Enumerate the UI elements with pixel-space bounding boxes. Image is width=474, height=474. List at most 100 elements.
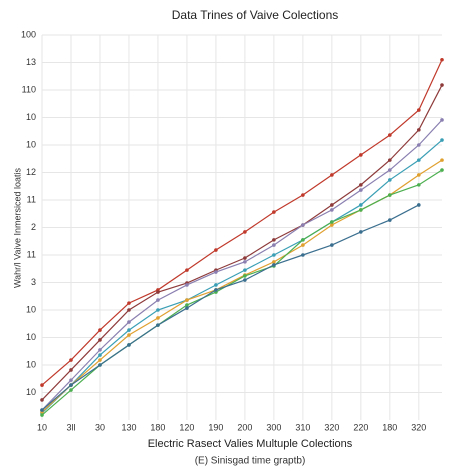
- point: [330, 243, 334, 247]
- point: [127, 343, 131, 347]
- point: [388, 133, 392, 137]
- x-tick-label: 120: [179, 422, 194, 432]
- series-line: [41, 204, 420, 411]
- point: [69, 378, 73, 382]
- point: [440, 168, 444, 172]
- x-tick-label: 180: [382, 422, 397, 432]
- point: [243, 256, 247, 260]
- y-tick-label: 12: [26, 167, 36, 177]
- point: [127, 333, 131, 337]
- point: [417, 158, 421, 162]
- point: [214, 288, 218, 292]
- point: [243, 274, 247, 278]
- y-tick-label: 2: [31, 222, 36, 232]
- point: [388, 218, 392, 222]
- point: [185, 268, 189, 272]
- point: [185, 283, 189, 287]
- point: [40, 413, 44, 417]
- point: [388, 158, 392, 162]
- point: [127, 328, 131, 332]
- y-tick-label: 100: [21, 29, 36, 39]
- point: [272, 260, 276, 264]
- x-tick-label: 10: [37, 422, 47, 432]
- point: [440, 57, 444, 62]
- point: [359, 183, 363, 187]
- y-tick-label: 10: [26, 387, 36, 397]
- point: [388, 178, 392, 182]
- point: [440, 118, 444, 122]
- x-tick-label: 310: [295, 422, 310, 432]
- point: [330, 173, 334, 177]
- series-line: [41, 169, 443, 416]
- x-tick-label: 300: [266, 422, 281, 432]
- point: [272, 263, 276, 267]
- point: [214, 283, 218, 287]
- point: [185, 303, 189, 307]
- point: [301, 193, 305, 197]
- point: [417, 108, 421, 112]
- point: [417, 128, 421, 132]
- point: [272, 210, 276, 214]
- point: [359, 153, 363, 157]
- point: [98, 328, 102, 332]
- caption: (E) Sinisgad time graptb): [195, 456, 306, 467]
- point: [301, 238, 305, 242]
- point: [98, 358, 102, 362]
- point: [127, 308, 131, 312]
- point: [440, 138, 444, 142]
- point: [98, 353, 102, 357]
- point: [301, 253, 305, 257]
- point: [185, 298, 189, 302]
- point: [440, 83, 444, 87]
- x-tick-label: 130: [121, 422, 136, 432]
- y-tick-label: 10: [26, 359, 36, 369]
- point: [69, 358, 73, 362]
- series-line: [41, 159, 443, 413]
- point: [272, 243, 276, 247]
- point: [69, 383, 73, 387]
- series-line: [41, 119, 443, 411]
- point: [417, 183, 421, 187]
- x-tick-label: 320: [324, 422, 339, 432]
- point: [330, 223, 334, 227]
- point: [156, 298, 160, 302]
- y-tick-label: 10: [26, 304, 36, 314]
- y-tick-label: 110: [22, 84, 36, 94]
- point: [214, 248, 218, 252]
- x-tick-label: 220: [353, 422, 368, 432]
- y-tick-label: 10: [26, 332, 36, 342]
- x-tick-label: 320: [411, 422, 426, 432]
- point: [243, 268, 247, 272]
- point: [417, 203, 421, 207]
- x-tick-label: 200: [237, 422, 252, 432]
- point: [69, 368, 73, 372]
- point: [156, 323, 160, 327]
- point: [156, 290, 160, 294]
- point: [98, 348, 102, 352]
- point: [156, 308, 160, 312]
- chart-title: Data Trines of Vaive Colections: [172, 8, 339, 22]
- point: [156, 316, 160, 320]
- y-tick-label: 11: [27, 249, 36, 259]
- point: [243, 278, 247, 282]
- x-tick-label: 30: [95, 422, 105, 432]
- y-tick-label: 11: [27, 194, 36, 204]
- point: [98, 338, 102, 342]
- y-tick-label: 10: [26, 139, 36, 149]
- point: [272, 253, 276, 257]
- point: [98, 363, 102, 367]
- point: [185, 306, 189, 310]
- point: [330, 220, 334, 224]
- point: [440, 158, 444, 162]
- x-tick-label: 3ll: [66, 422, 75, 432]
- point: [40, 383, 44, 387]
- x-axis-label: Electric Rasect Valies Multuple Colectio…: [148, 438, 353, 450]
- y-tick-label: 13: [26, 57, 36, 67]
- point: [330, 203, 334, 207]
- point: [69, 388, 73, 392]
- point: [243, 230, 247, 234]
- point: [214, 270, 218, 274]
- point: [127, 301, 131, 305]
- point: [359, 188, 363, 192]
- point: [301, 243, 305, 247]
